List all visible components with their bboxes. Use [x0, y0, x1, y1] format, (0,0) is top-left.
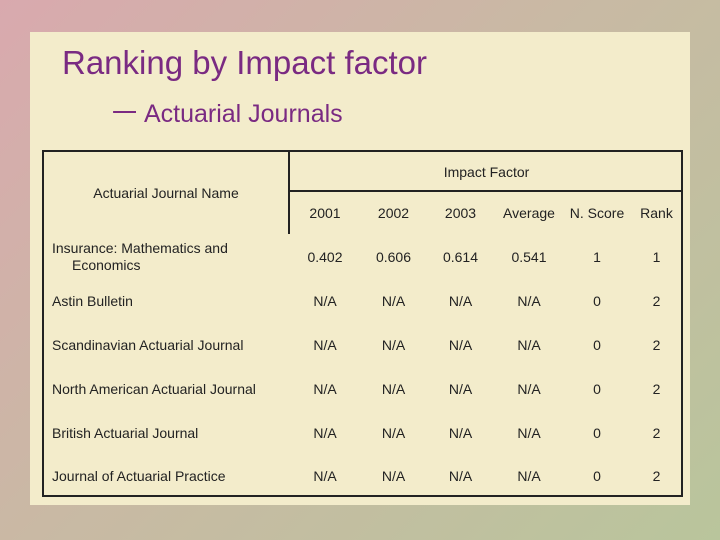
table-cell: N/A [448, 336, 473, 353]
table-cell: 0 [593, 336, 601, 353]
table-cell: N/A [381, 424, 406, 441]
column-header: 2003 [444, 204, 477, 221]
row-header: Scandinavian Actuarial Journal [52, 336, 244, 353]
table-cell: N/A [448, 424, 473, 441]
table-cell: 0.606 [375, 248, 412, 265]
table-cell: 0 [593, 467, 601, 484]
table-cell: 0 [593, 424, 601, 441]
table-cell: 0 [593, 293, 601, 309]
table-cell: N/A [381, 380, 406, 397]
subtitle: 一 Actuarial Journals [112, 100, 343, 128]
table-cell: N/A [313, 293, 337, 309]
table-cell: N/A [517, 467, 541, 484]
column-header: Rank [640, 204, 673, 221]
table-cell: N/A [448, 380, 473, 397]
group-header: Impact Factor [443, 163, 530, 180]
table-cell: 0 [593, 380, 601, 397]
column-header: 2001 [309, 204, 341, 221]
table-cell: N/A [448, 467, 473, 484]
table-cell: N/A [313, 467, 337, 484]
row-header: British Actuarial Journal [52, 424, 199, 441]
table-cell: 1 [593, 248, 601, 265]
table-cell: 0.614 [442, 248, 479, 265]
table-cell: 2 [652, 336, 661, 353]
table-cell: N/A [517, 293, 541, 309]
table-cell: N/A [313, 424, 337, 441]
table-cell: 1 [652, 248, 661, 265]
table-cell: 2 [652, 293, 661, 309]
column-header: 2002 [377, 204, 410, 221]
row-header: Insurance: Mathematics and Economics [52, 240, 228, 273]
table-cell: 2 [652, 467, 661, 484]
table-cell: 0.541 [511, 248, 547, 265]
divider [288, 152, 290, 234]
table: Actuarial Journal Name Impact Factor 2001 2… [42, 150, 683, 497]
table-cell: 0.402 [307, 248, 343, 265]
table-cell: N/A [517, 424, 541, 441]
table-cell: N/A [517, 380, 541, 397]
table-cell: 2 [652, 380, 661, 397]
table-cell: N/A [381, 336, 406, 353]
table-cell: N/A [448, 293, 473, 309]
column-header: Actuarial Journal Name [93, 184, 239, 201]
title: Ranking by Impact factor [62, 44, 427, 81]
row-header: North American Actuarial Journal [52, 380, 256, 397]
column-header: N. Score [569, 204, 625, 221]
row-header: Astin Bulletin [52, 293, 133, 309]
table-cell: N/A [381, 467, 406, 484]
table-cell: N/A [313, 380, 337, 397]
divider [288, 190, 681, 192]
table-cell: N/A [313, 336, 337, 353]
column-header: Average [503, 204, 555, 221]
row-header: Journal of Actuarial Practice [52, 467, 226, 484]
panel [30, 32, 690, 505]
table-cell: N/A [381, 293, 406, 309]
table-cell: N/A [517, 336, 541, 353]
table-cell: 2 [652, 424, 661, 441]
